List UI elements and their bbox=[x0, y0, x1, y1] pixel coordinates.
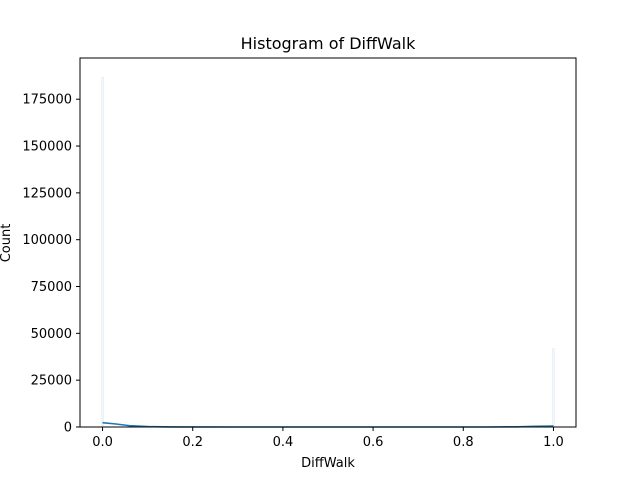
x-tick-label: 0.6 bbox=[363, 435, 384, 450]
y-tick-label: 25000 bbox=[31, 374, 72, 389]
histogram-bars bbox=[101, 76, 555, 428]
x-axis-label: DiffWalk bbox=[301, 456, 355, 471]
y-axis-ticks: 0 25000 50000 75000 100000 125000 150000 175000 bbox=[22, 93, 80, 436]
y-tick-label: 175000 bbox=[22, 93, 72, 108]
x-tick-label: 0.0 bbox=[92, 435, 113, 450]
y-tick-label: 0 bbox=[64, 421, 72, 436]
x-tick-label: 0.8 bbox=[453, 435, 474, 450]
y-tick-label: 150000 bbox=[22, 140, 72, 155]
y-tick-label: 125000 bbox=[22, 186, 72, 201]
x-tick-label: 0.4 bbox=[273, 435, 294, 450]
plot-frame bbox=[79, 57, 577, 428]
histogram-bar-1 bbox=[552, 348, 555, 428]
x-tick-label: 0.2 bbox=[182, 435, 203, 450]
y-axis-label: Count bbox=[0, 224, 14, 263]
x-tick-label: 1.0 bbox=[543, 435, 564, 450]
histogram-bar-0 bbox=[101, 76, 104, 428]
kde-curve-group bbox=[102, 421, 554, 428]
y-tick-label: 50000 bbox=[31, 327, 72, 342]
kde-curve bbox=[102, 421, 554, 428]
x-axis-ticks: 0.0 0.2 0.4 0.6 0.8 1.0 bbox=[92, 427, 564, 450]
chart-title: Histogram of DiffWalk bbox=[241, 34, 416, 53]
y-tick-label: 75000 bbox=[31, 280, 72, 295]
y-tick-label: 100000 bbox=[22, 233, 72, 248]
